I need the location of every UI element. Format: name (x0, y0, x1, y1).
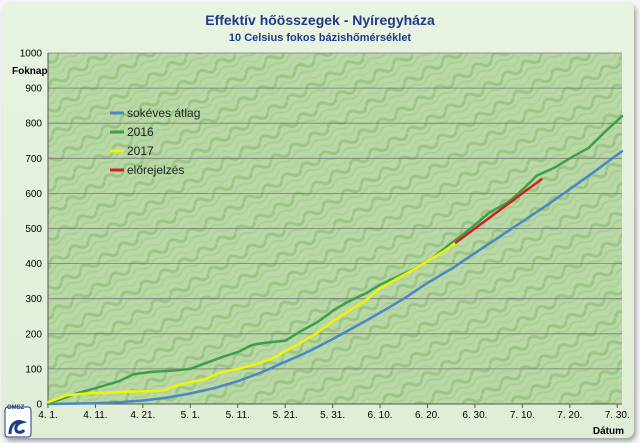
legend: sokéves átlag 2016 2017 előrejelzés (110, 106, 200, 177)
y-tick-label: 700 (25, 154, 42, 165)
chart-title: Effektív hőösszegek - Nyíregyháza (205, 12, 435, 28)
x-tick-label: 4. 1. (38, 410, 57, 421)
x-tick-label: 5. 1. (181, 410, 200, 421)
x-tick-label: 7. 20. (557, 410, 582, 421)
series-line-1 (46, 114, 624, 405)
omsz-wave-logo-icon (4, 406, 32, 438)
y-tick-label: 500 (25, 224, 42, 235)
y-axis-label: Foknap (12, 66, 48, 77)
series-line-0 (46, 150, 624, 406)
y-tick-label: 400 (25, 259, 42, 270)
x-tick-label: 5. 31. (320, 410, 345, 421)
legend-label-0: sokéves átlag (127, 106, 200, 120)
y-tick-label: 800 (25, 119, 42, 130)
y-tick-label: 1000 (20, 49, 43, 60)
chart-subtitle: 10 Celsius fokos bázishőmérséklet (228, 32, 412, 44)
x-tick-label: 6. 20. (415, 410, 440, 421)
series-line-2 (46, 241, 458, 404)
y-tick-label: 900 (25, 84, 42, 95)
legend-label-3: előrejelzés (127, 163, 184, 177)
x-tick-labels: 4. 1. 4. 11. 4. 21. 5. 1. 5. 11. 5. 21. 5. 31.… (38, 404, 630, 421)
x-tick-label: 6. 30. (462, 410, 487, 421)
grid-lines (47, 52, 622, 405)
logo-text: OMSZ (7, 405, 25, 411)
y-tick-label: 100 (25, 364, 42, 375)
series-line-3 (454, 178, 543, 244)
x-tick-label: 7. 10. (510, 410, 535, 421)
x-tick-label: 4. 21. (130, 410, 155, 421)
x-tick-label: 5. 21. (273, 410, 298, 421)
y-tick-label: 600 (25, 189, 42, 200)
y-tick-label: 300 (25, 294, 42, 305)
x-tick-label: 5. 11. (226, 410, 250, 421)
x-tick-label: 7. 30. (605, 410, 630, 421)
legend-label-1: 2016 (127, 125, 154, 139)
x-axis-label: Dátum (592, 426, 624, 437)
y-tick-labels: 0 100 200 300 400 500 600 700 800 900 1000 (20, 49, 43, 411)
y-tick-label: 0 (36, 400, 42, 411)
x-tick-label: 4. 11. (83, 410, 107, 421)
legend-label-2: 2017 (127, 144, 154, 158)
series-lines (46, 114, 624, 406)
x-tick-label: 6. 10. (368, 410, 393, 421)
y-tick-label: 200 (25, 329, 42, 340)
